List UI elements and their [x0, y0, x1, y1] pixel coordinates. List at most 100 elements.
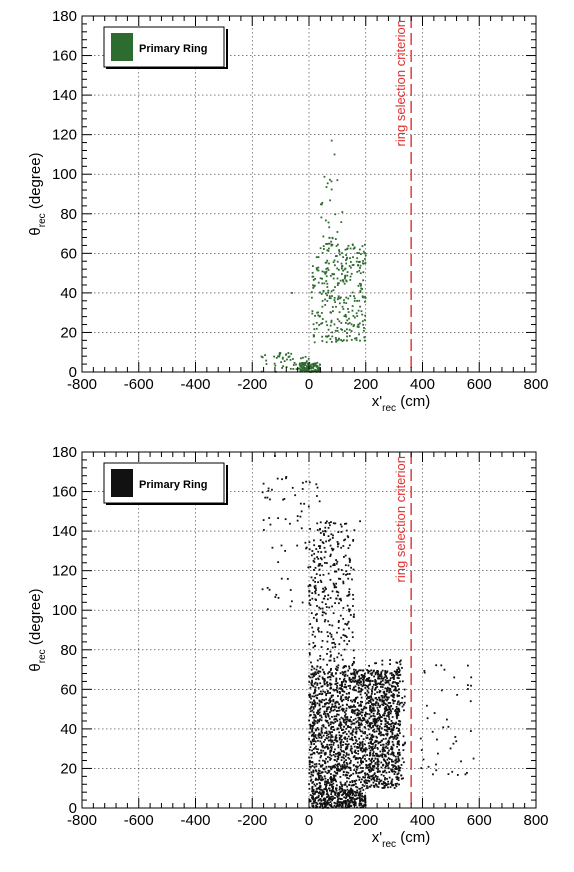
data-point [384, 679, 387, 681]
data-point [317, 769, 320, 772]
data-point [440, 664, 443, 667]
data-point [295, 363, 297, 366]
data-point [399, 680, 401, 683]
data-point [373, 779, 376, 782]
data-point [336, 802, 339, 804]
data-point [352, 743, 355, 745]
data-point [340, 767, 343, 770]
data-point [310, 743, 313, 746]
data-point [329, 723, 332, 726]
data-point [349, 295, 352, 297]
data-point [341, 700, 344, 703]
data-point [320, 558, 323, 561]
data-point [313, 743, 316, 745]
data-point [348, 665, 350, 668]
data-point [435, 769, 438, 772]
data-point [425, 704, 428, 707]
data-point [339, 727, 342, 729]
data-point [349, 718, 351, 721]
data-point [326, 690, 329, 693]
data-point [329, 801, 332, 803]
data-point [398, 708, 401, 711]
data-point [312, 363, 314, 366]
data-point [379, 725, 381, 728]
data-point [353, 790, 356, 793]
data-point [337, 746, 340, 749]
data-point [306, 370, 308, 373]
data-point [331, 243, 334, 246]
data-point [346, 271, 349, 273]
data-point [391, 751, 394, 754]
data-point [330, 696, 333, 699]
data-point [315, 745, 317, 748]
data-point [311, 730, 313, 733]
data-point [341, 328, 344, 331]
data-point [332, 742, 335, 744]
data-point [392, 725, 395, 728]
data-point [369, 742, 372, 745]
data-point [378, 712, 381, 715]
data-point [333, 750, 335, 753]
data-point [354, 804, 357, 806]
data-point [342, 771, 345, 774]
data-point [349, 738, 352, 741]
data-point [351, 791, 354, 794]
data-point [339, 798, 342, 800]
data-point [345, 746, 348, 748]
data-point [395, 689, 398, 692]
data-point [384, 746, 387, 749]
data-point [376, 775, 379, 778]
data-point [321, 530, 324, 533]
data-point [370, 692, 373, 695]
data-point [320, 799, 323, 802]
data-point [397, 755, 400, 758]
data-point [339, 297, 341, 300]
data-point [348, 561, 351, 563]
data-point [352, 764, 355, 767]
data-point [384, 703, 387, 706]
data-point [329, 678, 332, 681]
data-point [368, 747, 371, 750]
data-point [370, 708, 373, 711]
data-point [333, 764, 335, 767]
data-point [390, 735, 392, 738]
data-point [402, 703, 405, 706]
data-point [351, 309, 354, 312]
data-point [344, 713, 347, 716]
data-point [332, 782, 335, 785]
data-point [310, 366, 313, 368]
legend-label: Primary Ring [139, 43, 207, 55]
x-tick-label: 600 [467, 812, 492, 829]
data-point [336, 728, 339, 731]
data-point [337, 594, 339, 597]
data-point [313, 335, 315, 337]
data-point [324, 679, 326, 682]
data-point [342, 308, 345, 310]
data-point [373, 747, 376, 749]
data-point [391, 682, 394, 684]
data-point [337, 282, 340, 285]
data-point [325, 606, 328, 608]
data-point [357, 681, 360, 684]
data-point [337, 268, 340, 271]
data-point [330, 667, 332, 670]
data-point [372, 714, 375, 717]
data-point [363, 707, 365, 710]
data-point [376, 758, 379, 760]
data-point [333, 259, 336, 262]
data-point [364, 297, 367, 299]
data-point [360, 804, 363, 806]
data-point [376, 711, 379, 714]
data-point [346, 737, 349, 740]
data-point [338, 769, 341, 772]
data-point [331, 590, 334, 593]
data-point [311, 727, 314, 730]
data-point [346, 674, 349, 677]
data-point [321, 685, 324, 688]
data-point [384, 706, 387, 709]
data-point [331, 795, 334, 798]
data-point [316, 697, 319, 700]
data-point [318, 802, 321, 805]
data-point [386, 734, 389, 737]
data-point [335, 586, 338, 589]
